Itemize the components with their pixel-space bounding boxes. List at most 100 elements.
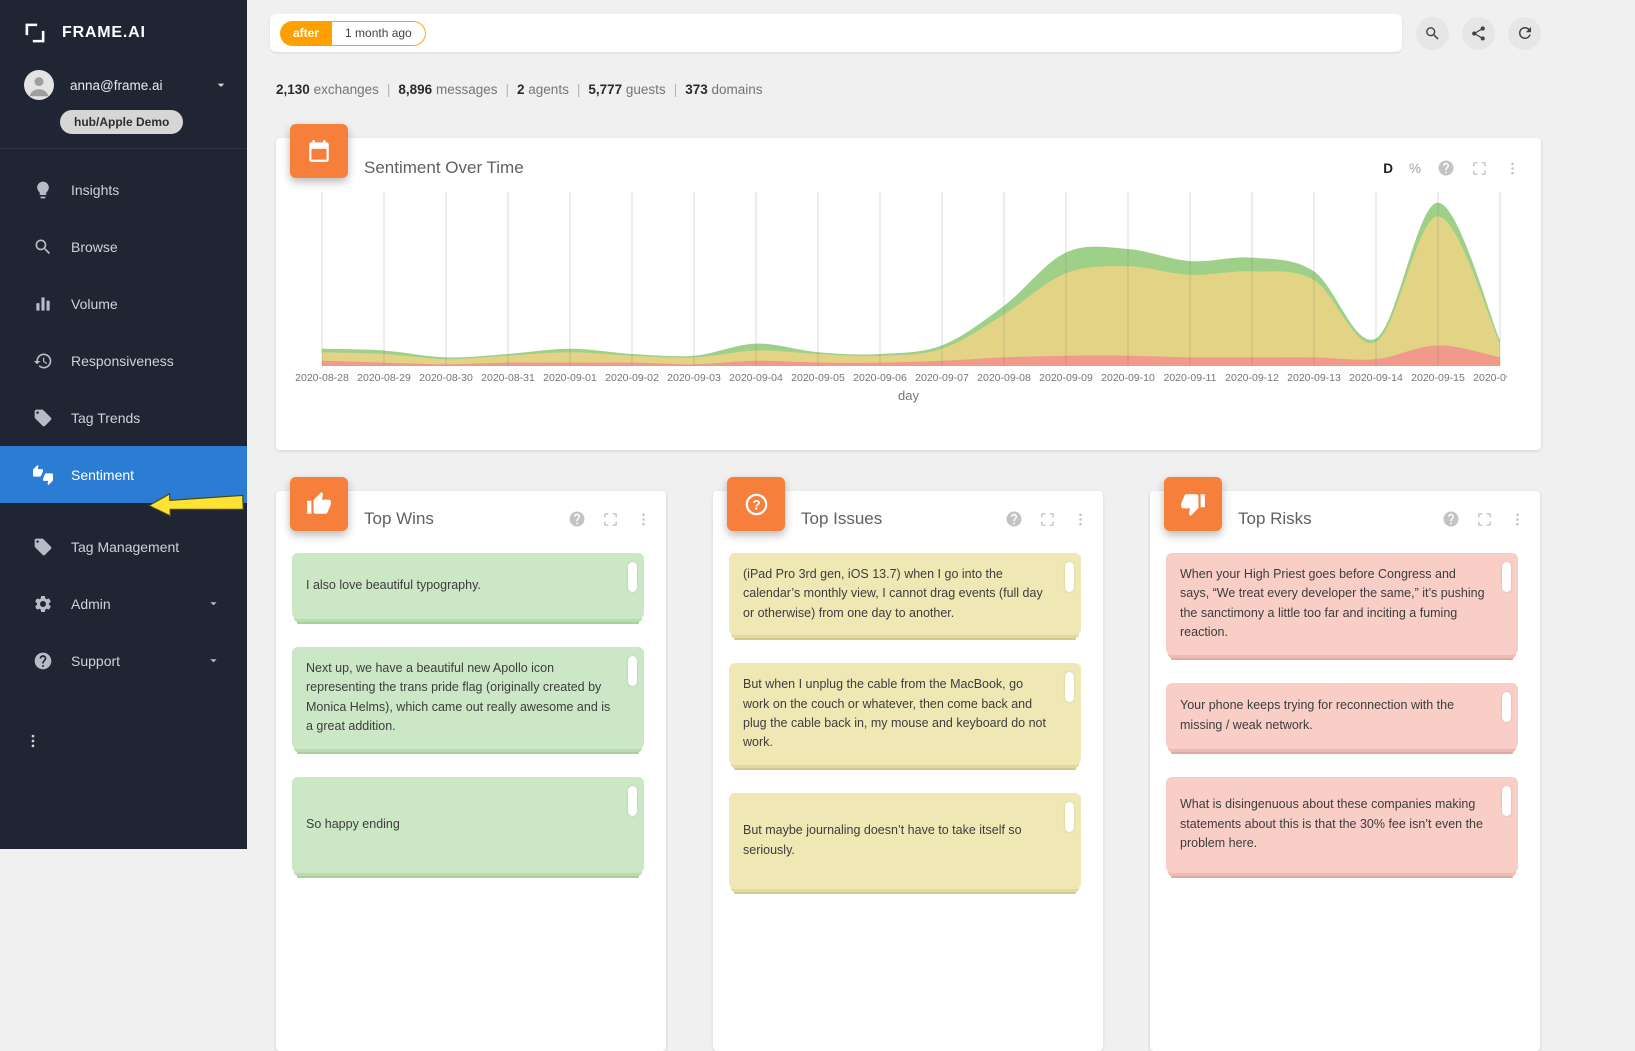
expand-button[interactable] (1039, 511, 1056, 528)
x-axis-label: day (898, 388, 919, 403)
quote-card[interactable]: I also love beautiful typography. (292, 553, 644, 619)
help-circle-icon (569, 511, 585, 527)
svg-text:2020-09-06: 2020-09-06 (853, 372, 907, 384)
fullscreen-icon (1478, 512, 1491, 526)
refresh-button[interactable] (1508, 16, 1541, 50)
svg-text:2020-09-16: 2020-09-16 (1473, 372, 1507, 384)
help-button[interactable] (1442, 510, 1460, 528)
more-button[interactable] (1509, 511, 1526, 528)
sidebar-item-volume[interactable]: Volume (0, 275, 247, 332)
quote-scrollbar[interactable] (1065, 562, 1074, 592)
sidebar-item-insights[interactable]: Insights (0, 161, 247, 218)
svg-text:2020-09-03: 2020-09-03 (667, 372, 721, 384)
sidebar-item-responsiveness[interactable]: Responsiveness (0, 332, 247, 389)
quote-scrollbar[interactable] (628, 785, 637, 816)
sidebar-item-label: Tag Trends (71, 409, 141, 426)
sidebar-item-tag-management[interactable]: Tag Management (0, 518, 247, 575)
panel-title: Top Risks (1238, 509, 1312, 528)
share-button[interactable] (1462, 16, 1495, 50)
question-badge: ? (727, 477, 785, 531)
stat-messages: 8,896 messages (398, 82, 517, 97)
user-menu[interactable]: anna@frame.ai (0, 60, 247, 104)
sidebar-item-browse[interactable]: Browse (0, 218, 247, 275)
percent-toggle[interactable]: % (1408, 160, 1421, 176)
filter-value[interactable]: 1 month ago (332, 20, 426, 46)
sidebar-item-support[interactable]: Support (0, 632, 247, 689)
search-button[interactable] (1416, 16, 1449, 50)
sidebar-item-label: Browse (71, 238, 118, 255)
granularity-toggle[interactable]: D (1383, 160, 1393, 176)
thumbs-up-badge (290, 477, 348, 531)
help-icon (34, 652, 52, 669)
quote-text: But maybe journaling doesn’t have to tak… (743, 823, 1022, 857)
expand-button[interactable] (1476, 511, 1493, 528)
quote-card[interactable]: When your High Priest goes before Congre… (1166, 553, 1518, 655)
filter-operator[interactable]: after (280, 20, 333, 46)
svg-text:2020-09-08: 2020-09-08 (977, 372, 1031, 384)
svg-text:2020-09-11: 2020-09-11 (1164, 372, 1217, 384)
quote-scrollbar[interactable] (1065, 672, 1074, 703)
more-button[interactable] (1072, 511, 1089, 528)
lightbulb-icon (37, 181, 49, 198)
svg-text:2020-08-29: 2020-08-29 (357, 372, 411, 384)
search-icon (1426, 26, 1439, 40)
sidebar-overflow-menu[interactable] (24, 732, 42, 755)
svg-text:2020-09-15: 2020-09-15 (1411, 372, 1465, 384)
quote-card[interactable]: But maybe journaling doesn’t have to tak… (729, 792, 1081, 889)
help-button[interactable] (1005, 510, 1023, 528)
app-logo[interactable]: FRAME.AI (0, 0, 247, 60)
svg-text:2020-09-04: 2020-09-04 (729, 372, 783, 384)
help-circle-icon (1443, 511, 1459, 527)
sidebar-item-admin[interactable]: Admin (0, 575, 247, 632)
svg-text:2020-09-12: 2020-09-12 (1225, 372, 1279, 384)
annotation-arrow-icon (147, 492, 244, 517)
sidebar: FRAME.AI anna@frame.ai hub/Apple Demo In… (0, 0, 247, 849)
quote-card[interactable]: Your phone keeps trying for reconnection… (1166, 682, 1518, 749)
chevron-down-icon (210, 602, 217, 606)
help-button[interactable] (1437, 159, 1455, 177)
bar-chart-icon (36, 296, 50, 311)
svg-text:2020-09-10: 2020-09-10 (1101, 372, 1155, 384)
quote-scrollbar[interactable] (1502, 562, 1511, 592)
sidebar-divider (0, 148, 247, 149)
refresh-icon (1518, 27, 1531, 39)
quote-scrollbar[interactable] (1502, 785, 1511, 816)
quote-scrollbar[interactable] (1502, 691, 1511, 722)
expand-button[interactable] (1471, 160, 1488, 177)
gear-icon (35, 595, 51, 612)
quote-card[interactable]: But when I unplug the cable from the Mac… (729, 663, 1081, 765)
avatar (24, 70, 54, 100)
more-button[interactable] (635, 511, 652, 528)
quote-scrollbar[interactable] (628, 562, 637, 592)
quote-card[interactable]: What is disingenuous about these compani… (1166, 776, 1518, 873)
topbar-actions (1416, 16, 1541, 50)
filter-chip[interactable]: after 1 month ago (280, 20, 426, 46)
chart-controls: D % (1383, 159, 1521, 177)
quote-text: (iPad Pro 3rd gen, iOS 13.7) when I go i… (743, 567, 1043, 620)
search-icon (35, 239, 51, 254)
more-button[interactable] (1504, 160, 1521, 177)
quote-list: I also love beautiful typography. Next u… (276, 535, 666, 873)
quote-card[interactable]: So happy ending (292, 776, 644, 873)
svg-text:2020-09-09: 2020-09-09 (1039, 372, 1093, 384)
quote-text: Your phone keeps trying for reconnection… (1180, 698, 1455, 732)
workspace-badge[interactable]: hub/Apple Demo (60, 110, 184, 134)
quote-card[interactable]: Next up, we have a beautiful new Apollo … (292, 647, 644, 749)
app-title: FRAME.AI (62, 24, 146, 41)
question-circle-icon: ? (745, 493, 767, 515)
expand-button[interactable] (602, 511, 619, 528)
quote-scrollbar[interactable] (1065, 801, 1074, 832)
svg-text:2020-09-07: 2020-09-07 (915, 372, 969, 384)
quote-list: When your High Priest goes before Congre… (1150, 535, 1540, 873)
sidebar-item-tag-trends[interactable]: Tag Trends (0, 389, 247, 446)
sidebar-item-sentiment[interactable]: Sentiment (0, 446, 247, 503)
stat-domains: 373 domains (685, 82, 763, 97)
panel-title: Top Wins (364, 509, 434, 528)
quote-scrollbar[interactable] (628, 656, 637, 686)
help-button[interactable] (568, 510, 586, 528)
filter-search-bar[interactable]: after 1 month ago (270, 14, 1402, 52)
calendar-icon (309, 140, 329, 162)
quote-card[interactable]: (iPad Pro 3rd gen, iOS 13.7) when I go i… (729, 553, 1081, 636)
sidebar-item-label: Support (71, 652, 121, 669)
more-vert-icon (642, 513, 645, 525)
